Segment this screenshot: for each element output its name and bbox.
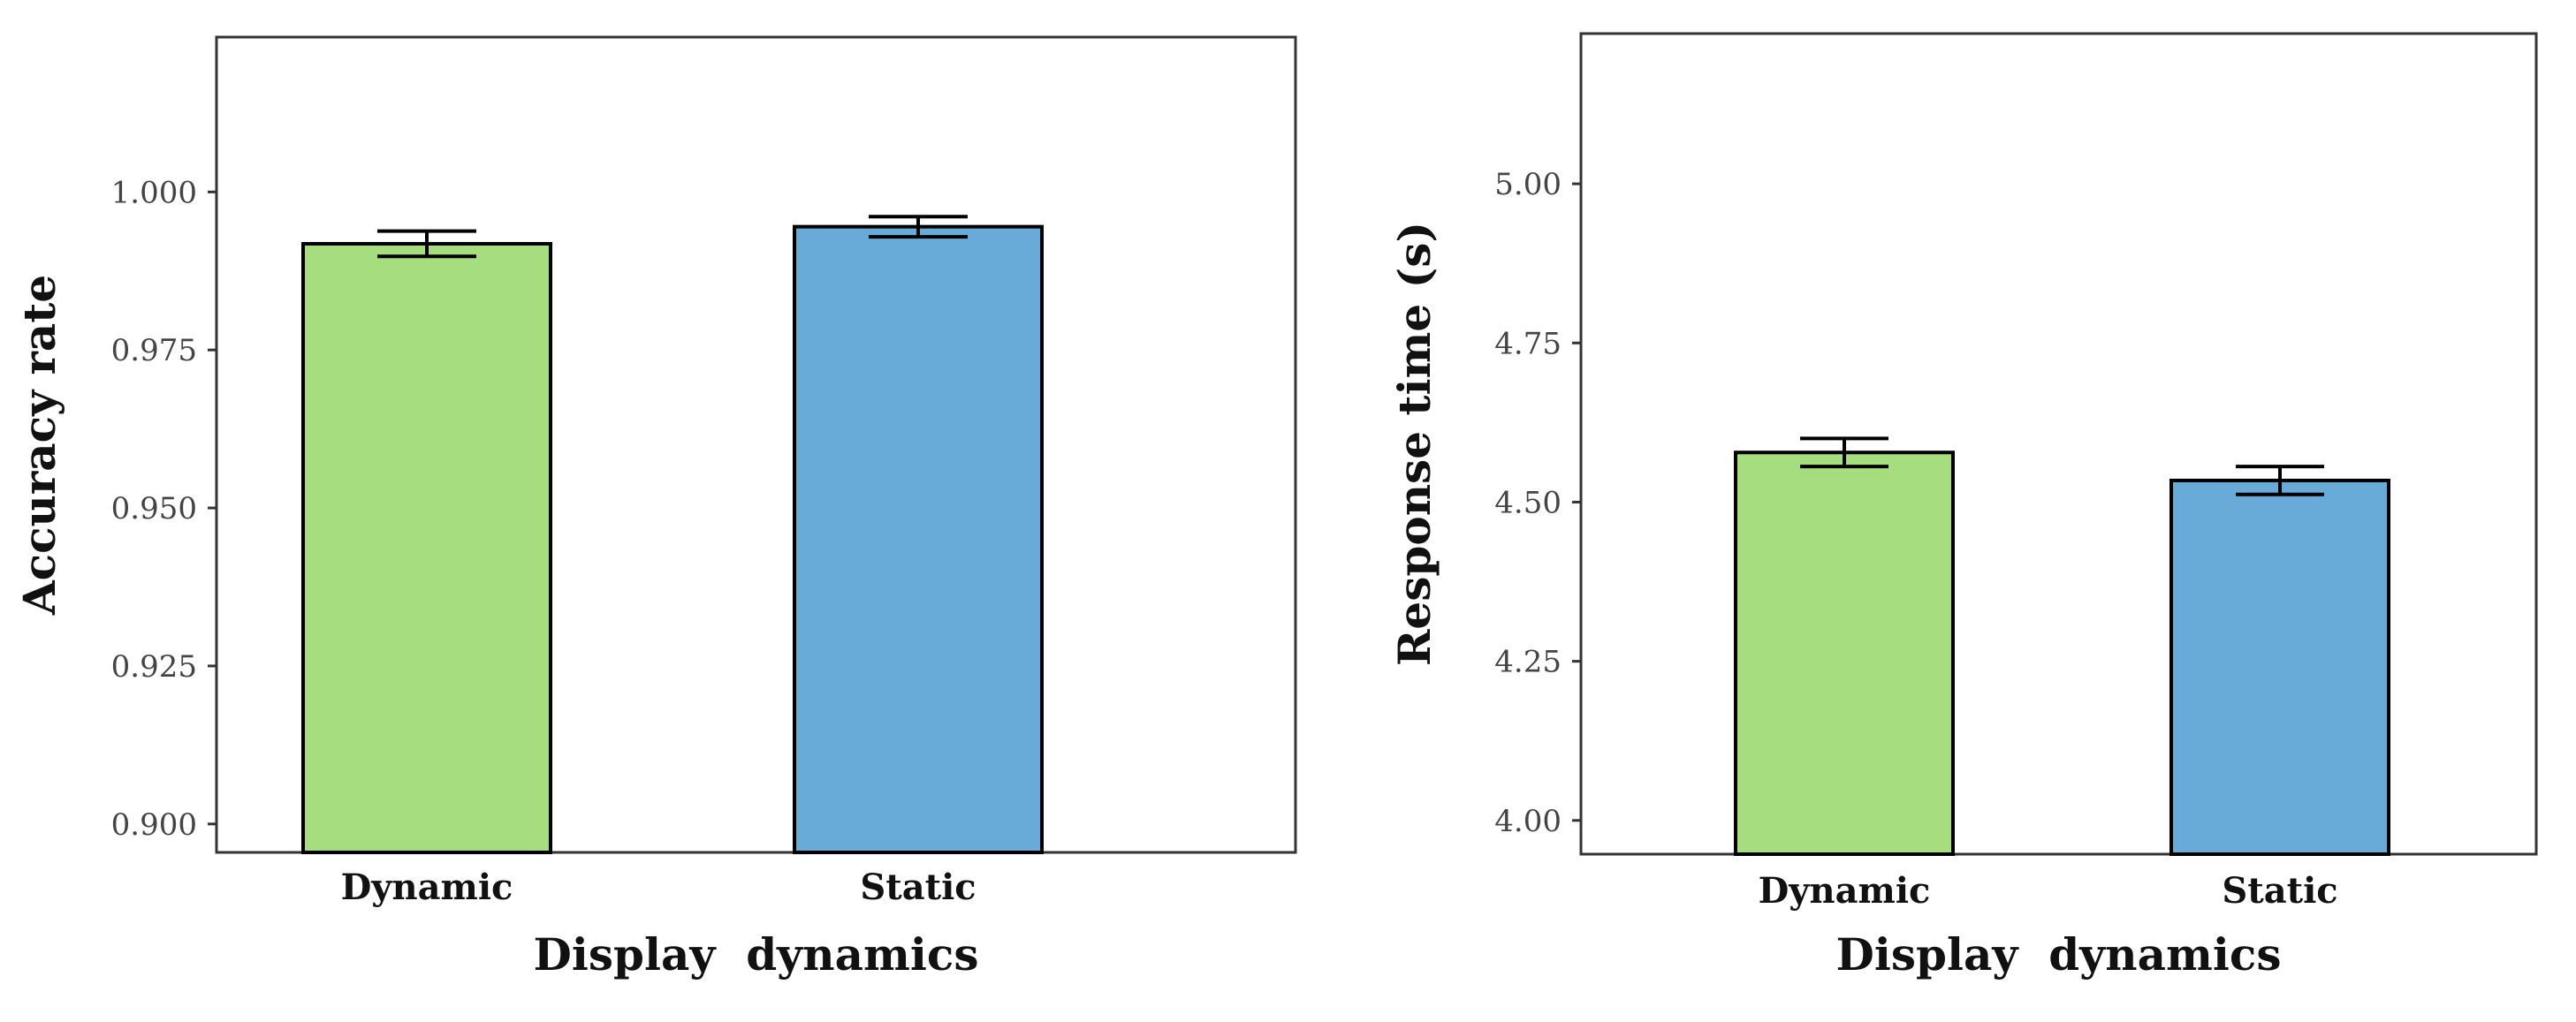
bar-static — [793, 224, 1044, 854]
response-time-chart-panel: 4.00 4.25 4.50 4.75 5.00 Dynamic Static Display… — [1388, 32, 2538, 980]
y-tick-label: 4.25 — [1494, 645, 1562, 680]
plot-frame — [215, 35, 1297, 854]
y-tick-label: 4.75 — [1494, 326, 1562, 361]
y-tick-label: 0.975 — [111, 333, 197, 368]
y-tick-label: 5.00 — [1494, 167, 1562, 202]
x-axis-title: Display dynamics — [534, 928, 979, 980]
y-axis-title: Accuracy rate — [13, 275, 65, 616]
error-bar-dynamic — [1800, 436, 1888, 469]
y-tick-label: 0.900 — [111, 807, 197, 843]
y-tick-label: 4.50 — [1494, 485, 1562, 520]
bar-static — [2169, 478, 2390, 856]
y-tick-label: 0.950 — [111, 491, 197, 526]
bar-dynamic — [301, 241, 552, 854]
x-category-label: Static — [860, 867, 976, 908]
error-bar-static — [869, 215, 968, 239]
x-axis-title: Display dynamics — [1836, 928, 2282, 980]
accuracy-chart-panel: 0.900 0.925 0.950 0.975 1.000 Dynamic Static Di… — [13, 35, 1297, 980]
y-tick-label: 0.925 — [111, 649, 197, 685]
error-bar-static — [2236, 465, 2324, 496]
y-tick-label: 4.00 — [1494, 804, 1562, 839]
error-bar-dynamic — [377, 229, 476, 259]
x-category-label: Static — [2222, 870, 2337, 912]
x-category-label: Dynamic — [1759, 870, 1931, 912]
plot-frame — [1579, 32, 2538, 856]
bar-dynamic — [1734, 450, 1955, 856]
y-tick-label: 1.000 — [111, 175, 197, 210]
x-category-label: Dynamic — [341, 867, 513, 908]
y-axis-title: Response time (s) — [1388, 222, 1440, 666]
